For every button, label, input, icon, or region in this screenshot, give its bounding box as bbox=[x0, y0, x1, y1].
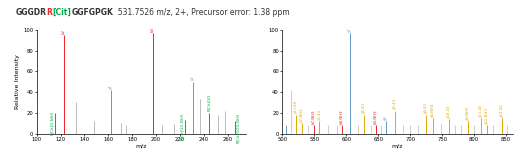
Text: y11-43: y11-43 bbox=[479, 103, 483, 117]
Text: b8-NH3: b8-NH3 bbox=[340, 109, 344, 124]
Text: R: R bbox=[47, 8, 53, 17]
Text: R[Cit]GGG-NH3: R[Cit]GGG-NH3 bbox=[236, 112, 240, 142]
X-axis label: m/z: m/z bbox=[392, 143, 403, 148]
Text: y9-NH3: y9-NH3 bbox=[466, 105, 470, 120]
Text: R[Cit]GG: R[Cit]GG bbox=[207, 94, 211, 111]
X-axis label: m/z: m/z bbox=[135, 143, 147, 148]
Text: b3: b3 bbox=[151, 27, 155, 32]
Text: y9-NH3: y9-NH3 bbox=[431, 102, 435, 117]
Text: GGGDR: GGGDR bbox=[16, 8, 47, 17]
Text: GGFGPGK: GGFGPGK bbox=[72, 8, 113, 17]
Text: y2: y2 bbox=[191, 75, 195, 80]
Text: y7: y7 bbox=[348, 27, 351, 32]
Text: 531.7526 m/z, 2+, Precursor error: 1.38 ppm: 531.7526 m/z, 2+, Precursor error: 1.38 … bbox=[113, 8, 290, 17]
Text: y8-43: y8-43 bbox=[362, 102, 366, 113]
Y-axis label: Relative Intensity: Relative Intensity bbox=[15, 54, 20, 109]
Text: y6-43: y6-43 bbox=[317, 109, 322, 120]
Text: y10-43: y10-43 bbox=[447, 104, 451, 118]
Text: y11-NH3: y11-NH3 bbox=[485, 107, 489, 124]
Text: y1+2H: y1+2H bbox=[294, 100, 298, 113]
Text: b9-NH3: b9-NH3 bbox=[374, 109, 378, 124]
Text: y9-43: y9-43 bbox=[424, 102, 428, 113]
Text: y1: y1 bbox=[109, 84, 113, 89]
Text: b7-NH3: b7-NH3 bbox=[300, 107, 303, 122]
Text: y9-43: y9-43 bbox=[393, 98, 397, 109]
Text: [Cit]: [Cit] bbox=[53, 8, 72, 17]
Text: y8: y8 bbox=[384, 115, 388, 120]
Text: R[Cit]GG-NH3: R[Cit]GG-NH3 bbox=[180, 113, 184, 140]
Text: R[Cit]G-NH3: R[Cit]G-NH3 bbox=[50, 111, 54, 135]
Text: b2: b2 bbox=[62, 29, 66, 34]
Text: b7-NH3: b7-NH3 bbox=[312, 109, 316, 124]
Text: y10-43: y10-43 bbox=[499, 103, 504, 117]
